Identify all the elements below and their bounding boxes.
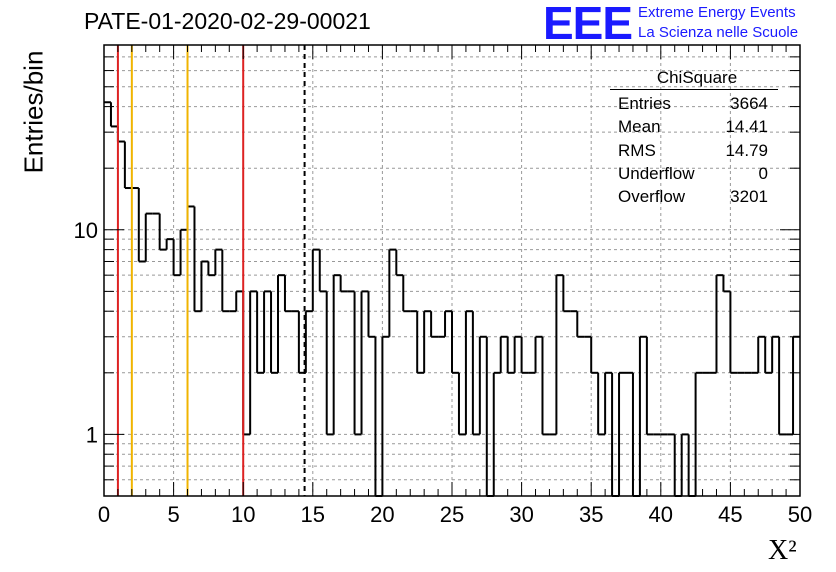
stats-value: 3201 xyxy=(730,187,768,207)
stats-row-rms: RMS 14.79 xyxy=(610,139,778,162)
stats-box: ChiSquare Entries 3664 Mean 14.41 RMS 14… xyxy=(610,67,778,208)
logo-line-1: Extreme Energy Events xyxy=(638,4,796,21)
x-axis-label: X² xyxy=(768,535,797,566)
stats-label: Entries xyxy=(618,94,671,113)
x-tick-label: 5 xyxy=(167,502,179,527)
stats-value: 14.79 xyxy=(725,140,768,160)
y-tick-label: 10 xyxy=(74,218,98,243)
x-tick-label: 45 xyxy=(718,502,742,527)
y-tick-label: 1 xyxy=(86,422,98,447)
stats-value: 14.41 xyxy=(725,117,768,137)
axes: 0 5 10 15 20 25 30 35 40 45 50 1 10 xyxy=(74,44,812,527)
stats-title: ChiSquare xyxy=(656,68,738,87)
stats-label: RMS xyxy=(618,140,656,160)
stats-label: Overflow xyxy=(618,187,686,207)
stats-row-underflow: Underflow 0 xyxy=(610,162,778,185)
stats-value: 0 xyxy=(758,163,768,183)
x-tick-label: 30 xyxy=(509,502,533,527)
y-axis-label: Entries/bin xyxy=(18,50,49,174)
x-tick-label: 50 xyxy=(788,502,812,527)
stats-value: 3664 xyxy=(730,94,768,113)
stats-label: Underflow xyxy=(618,163,695,183)
x-tick-label: 15 xyxy=(301,502,325,527)
x-tick-label: 10 xyxy=(231,502,255,527)
stats-label: Mean xyxy=(618,117,661,137)
x-tick-label: 40 xyxy=(649,502,673,527)
stats-row-overflow: Overflow 3201 xyxy=(610,185,778,208)
x-tick-label: 20 xyxy=(370,502,394,527)
x-tick-label: 0 xyxy=(98,502,110,527)
stats-row-mean: Mean 14.41 xyxy=(610,115,778,138)
stats-divider xyxy=(610,89,778,90)
reference-lines xyxy=(116,45,306,496)
logo-line-2: La Scienza nelle Scuole xyxy=(638,24,799,41)
x-tick-label: 35 xyxy=(579,502,603,527)
chart-title: PATE-01-2020-02-29-00021 xyxy=(84,8,371,34)
histogram xyxy=(104,101,800,497)
eee-logo: EEE xyxy=(543,0,633,49)
x-tick-label: 25 xyxy=(440,502,464,527)
stats-row-entries: Entries 3664 xyxy=(610,92,778,115)
